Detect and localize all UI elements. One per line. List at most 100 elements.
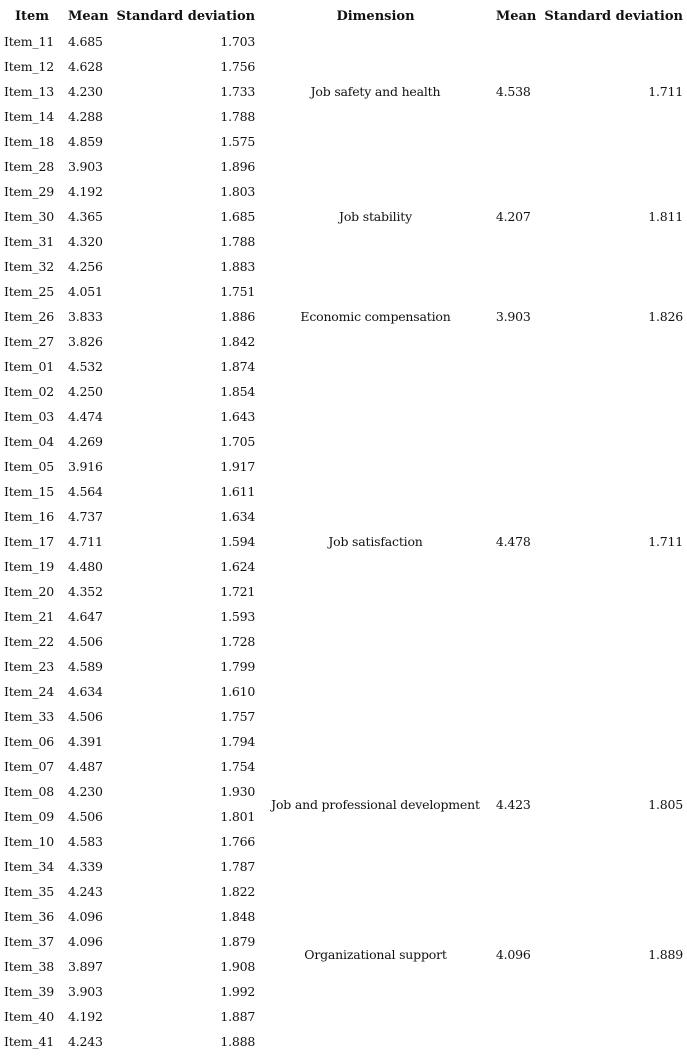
item-sd: 1.728 xyxy=(220,634,256,649)
item-name: Item_32 xyxy=(4,259,54,274)
item-sd: 1.879 xyxy=(220,934,256,949)
item-name: Item_25 xyxy=(4,284,54,299)
item-mean: 4.243 xyxy=(68,1034,103,1049)
item-sd: 1.794 xyxy=(220,734,256,749)
item-sd: 1.733 xyxy=(220,84,256,99)
item-name: Item_03 xyxy=(4,409,54,424)
item-sd: 1.634 xyxy=(220,509,256,524)
item-sd: 1.756 xyxy=(220,59,256,74)
item-sd: 1.766 xyxy=(220,834,256,849)
table-row: Item_04 4.269 1.705 xyxy=(0,429,687,454)
item-name: Item_35 xyxy=(4,884,54,899)
item-name: Item_22 xyxy=(4,634,54,649)
item-mean: 4.051 xyxy=(68,284,103,299)
item-sd: 1.803 xyxy=(220,184,256,199)
item-sd: 1.888 xyxy=(220,1034,256,1049)
item-mean: 3.833 xyxy=(68,309,103,324)
item-sd: 1.799 xyxy=(220,659,256,674)
item-name: Item_19 xyxy=(4,559,54,574)
dimension-name: Job safety and health xyxy=(310,84,441,99)
header-item: Item xyxy=(14,9,50,24)
item-name: Item_14 xyxy=(4,109,54,124)
item-mean: 4.230 xyxy=(68,84,103,99)
item-name: Item_36 xyxy=(4,909,54,924)
table-row: Item_01 4.532 1.874 Job satisfaction 4.478 1.… xyxy=(0,354,687,549)
item-mean: 4.628 xyxy=(68,59,103,74)
item-sd: 1.705 xyxy=(220,434,256,449)
table-row: Item_11 4.685 1.703 Job safety and health 4.… xyxy=(0,29,687,99)
item-name: Item_40 xyxy=(4,1009,54,1024)
table-row: Item_08 4.230 1.930 xyxy=(0,779,687,804)
dimension-sd: 1.826 xyxy=(648,309,683,324)
item-name: Item_18 xyxy=(4,134,54,149)
item-mean: 4.192 xyxy=(68,1009,103,1024)
table-row: Item_17 4.711 1.594 xyxy=(0,529,687,554)
table-row: Item_21 4.647 1.593 xyxy=(0,604,687,629)
table-row: Item_41 4.243 1.888 xyxy=(0,1029,687,1054)
item-name: Item_24 xyxy=(4,684,54,699)
item-name: Item_20 xyxy=(4,584,54,599)
table-row: Item_29 4.192 1.803 xyxy=(0,179,687,204)
item-sd: 1.754 xyxy=(220,759,256,774)
table-row: Item_31 4.320 1.788 xyxy=(0,229,687,254)
item-name: Item_15 xyxy=(4,484,54,499)
item-name: Item_02 xyxy=(4,384,54,399)
item-mean: 4.288 xyxy=(68,109,103,124)
item-sd: 1.887 xyxy=(220,1009,256,1024)
item-sd: 1.594 xyxy=(220,534,256,549)
table-row: Item_28 3.903 1.896 Job stability 4.207 1.811 xyxy=(0,154,687,224)
dimension-mean: 4.423 xyxy=(495,796,531,812)
item-name: Item_41 xyxy=(4,1034,54,1049)
item-name: Item_08 xyxy=(4,784,54,799)
item-name: Item_26 xyxy=(4,309,54,324)
dimension-mean: 4.096 xyxy=(495,946,531,962)
table-row: Item_09 4.506 1.801 xyxy=(0,804,687,829)
item-mean: 4.506 xyxy=(68,709,103,724)
item-sd: 1.611 xyxy=(220,484,256,499)
dimension-sd: 1.711 xyxy=(648,534,683,549)
item-mean: 4.474 xyxy=(68,409,103,424)
item-name: Item_07 xyxy=(4,759,54,774)
item-sd: 1.908 xyxy=(220,959,256,974)
item-name: Item_01 xyxy=(4,359,54,374)
item-mean: 3.903 xyxy=(68,159,103,174)
item-name: Item_11 xyxy=(4,34,54,49)
item-mean: 4.096 xyxy=(68,934,103,949)
item-name: Item_33 xyxy=(4,709,54,724)
item-mean: 4.352 xyxy=(68,584,103,599)
item-mean: 4.711 xyxy=(68,534,103,549)
item-name: Item_28 xyxy=(4,159,54,174)
item-mean: 4.589 xyxy=(68,659,103,674)
item-mean: 4.487 xyxy=(68,759,103,774)
table-row: Item_03 4.474 1.643 xyxy=(0,404,687,429)
table-row: Item_15 4.564 1.611 xyxy=(0,479,687,504)
item-sd: 1.822 xyxy=(220,884,256,899)
table-row: Item_22 4.506 1.728 xyxy=(0,629,687,654)
dimension-name: Economic compensation xyxy=(300,309,451,324)
item-mean: 4.564 xyxy=(68,484,103,499)
item-sd: 1.751 xyxy=(220,284,256,299)
empty-cell xyxy=(540,1029,687,1054)
item-mean: 4.634 xyxy=(68,684,103,699)
item-name: Item_21 xyxy=(4,609,54,624)
item-sd: 1.883 xyxy=(220,259,256,274)
item-name: Item_16 xyxy=(4,509,54,524)
table-row: Item_16 4.737 1.634 xyxy=(0,504,687,529)
header-dimension-mean: Mean xyxy=(495,9,537,24)
table-row: Item_37 4.096 1.879 xyxy=(0,929,687,954)
item-name: Item_06 xyxy=(4,734,54,749)
item-mean: 4.243 xyxy=(68,884,103,899)
table-row: Item_39 3.903 1.992 xyxy=(0,979,687,1004)
item-mean: 4.859 xyxy=(68,134,103,149)
item-name: Item_12 xyxy=(4,59,54,74)
item-sd: 1.593 xyxy=(220,609,256,624)
item-sd: 1.610 xyxy=(220,684,256,699)
item-sd: 1.788 xyxy=(220,234,256,249)
table-row: Item_23 4.589 1.799 xyxy=(0,654,687,679)
item-mean: 4.230 xyxy=(68,784,103,799)
table-row: Item_40 4.192 1.887 xyxy=(0,1004,687,1029)
table-row: Item_02 4.250 1.854 xyxy=(0,379,687,404)
item-sd: 1.685 xyxy=(220,209,256,224)
table-row: Item_33 4.506 1.757 xyxy=(0,704,687,729)
table-row: Item_26 3.833 1.886 xyxy=(0,304,687,329)
